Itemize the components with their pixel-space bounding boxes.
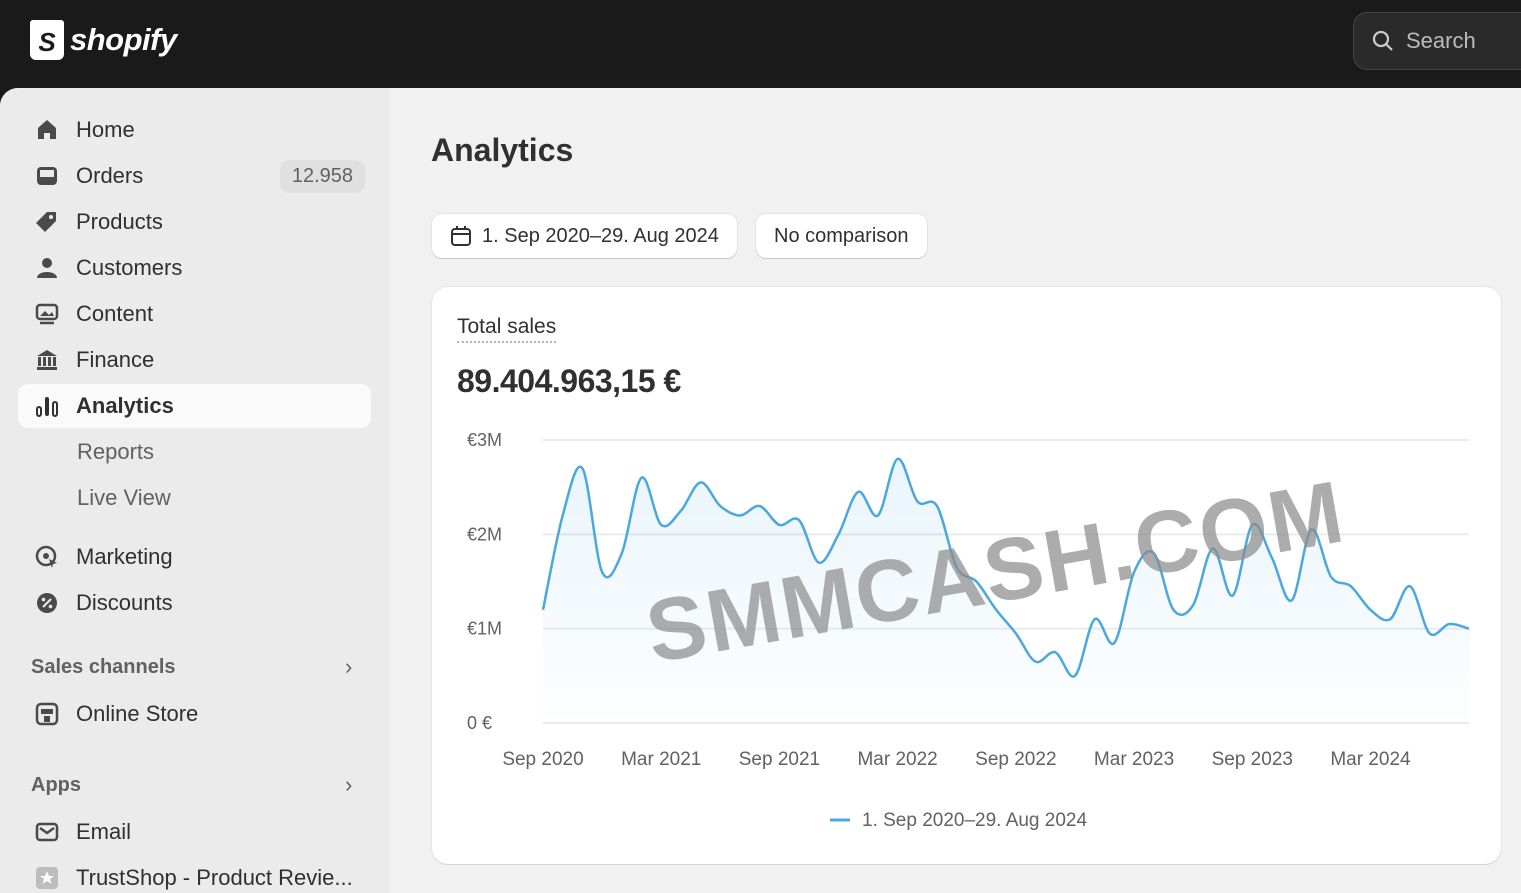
x-tick-label: Sep 2021: [739, 749, 820, 770]
date-range-label: 1. Sep 2020–29. Aug 2024: [482, 224, 719, 247]
sidebar-item-label: Email: [76, 819, 132, 844]
sidebar-item-products[interactable]: Products: [18, 200, 371, 244]
email-icon: [35, 822, 59, 842]
y-tick-label: €3M: [467, 430, 502, 450]
sidebar-item-label: Reports: [77, 439, 155, 464]
x-tick-label: Sep 2020: [502, 749, 583, 770]
sales-area: [543, 458, 1469, 723]
sidebar-item-trustshop-product-revie[interactable]: TrustShop - Product Revie...: [18, 856, 371, 893]
top-bar: S shopify Search: [0, 0, 1521, 88]
comparison-label: No comparison: [774, 224, 909, 247]
shopify-bag-icon: S: [30, 20, 64, 60]
y-tick-label: 0 €: [467, 713, 492, 733]
sidebar-item-reports[interactable]: Reports: [18, 430, 371, 474]
brand-name: shopify: [70, 22, 177, 57]
sidebar-item-marketing[interactable]: Marketing: [18, 535, 371, 579]
sidebar-item-label: Online Store: [76, 701, 199, 726]
sidebar-item-label: Discounts: [76, 590, 173, 615]
content-icon: [35, 303, 59, 325]
x-tick-label: Mar 2021: [621, 749, 701, 770]
sidebar-item-email[interactable]: Email: [18, 810, 371, 854]
total-sales-value: 89.404.963,15 €: [457, 363, 681, 399]
star-icon: [36, 867, 58, 889]
x-tick-label: Sep 2022: [975, 749, 1056, 770]
sidebar-item-label: Analytics: [76, 393, 174, 418]
card-title[interactable]: Total sales: [457, 315, 557, 343]
sidebar-item-live-view[interactable]: Live View: [18, 476, 371, 520]
sidebar-item-content[interactable]: Content: [18, 292, 371, 336]
sidebar-item-analytics[interactable]: Analytics: [18, 384, 371, 428]
person-icon: [37, 258, 57, 278]
target-icon: [35, 545, 57, 568]
chevron-right-icon[interactable]: ›: [345, 654, 353, 679]
x-tick-label: Mar 2023: [1094, 749, 1174, 770]
home-icon: [38, 120, 56, 139]
x-tick-label: Mar 2024: [1330, 749, 1411, 770]
chevron-right-icon[interactable]: ›: [345, 772, 353, 797]
bank-icon: [37, 350, 57, 370]
sidebar-item-discounts[interactable]: Discounts: [18, 581, 371, 625]
sidebar-item-customers[interactable]: Customers: [18, 246, 371, 290]
comparison-button[interactable]: No comparison: [756, 214, 927, 258]
sales-channels-heading[interactable]: Sales channels: [31, 656, 176, 678]
sidebar-item-label: Products: [76, 209, 163, 234]
sidebar-item-home[interactable]: Home: [18, 108, 371, 152]
sidebar-item-label: Live View: [77, 485, 171, 510]
x-tick-label: Mar 2022: [857, 749, 937, 770]
tag-icon: [36, 212, 56, 232]
search-input[interactable]: Search: [1353, 12, 1521, 70]
calendar-icon: [451, 226, 471, 246]
x-tick-label: Sep 2023: [1212, 749, 1293, 770]
sidebar: Home Orders 12.958 Products Customers Content…: [0, 88, 390, 893]
discount-icon: [37, 593, 57, 613]
apps-heading[interactable]: Apps: [31, 774, 81, 796]
sidebar-item-finance[interactable]: Finance: [18, 338, 371, 382]
store-icon: [35, 702, 59, 726]
sidebar-item-label: TrustShop - Product Revie...: [76, 865, 353, 890]
sidebar-item-label: Orders: [76, 163, 144, 188]
sales-line: [541, 457, 1470, 678]
sidebar-item-label: Finance: [76, 347, 155, 372]
sidebar-item-label: Marketing: [76, 544, 173, 569]
legend-label: 1. Sep 2020–29. Aug 2024: [862, 810, 1087, 831]
inbox-icon: [37, 167, 57, 185]
sidebar-item-label: Home: [76, 117, 135, 142]
shopify-logo[interactable]: S shopify: [30, 20, 177, 60]
sidebar-item-label: Content: [76, 301, 154, 326]
date-range-button[interactable]: 1. Sep 2020–29. Aug 2024: [432, 214, 737, 258]
page-title: Analytics: [431, 132, 574, 168]
sidebar-item-label: Customers: [76, 255, 183, 280]
y-tick-label: €1M: [467, 619, 502, 639]
y-tick-label: €2M: [467, 524, 502, 544]
search-placeholder: Search: [1406, 28, 1476, 53]
orders-count-badge: 12.958: [279, 160, 365, 193]
bar-chart-icon: [36, 397, 58, 417]
sidebar-item-orders[interactable]: Orders 12.958: [18, 154, 371, 198]
search-icon: [1372, 30, 1393, 51]
sidebar-item-online-store[interactable]: Online Store: [18, 692, 371, 736]
